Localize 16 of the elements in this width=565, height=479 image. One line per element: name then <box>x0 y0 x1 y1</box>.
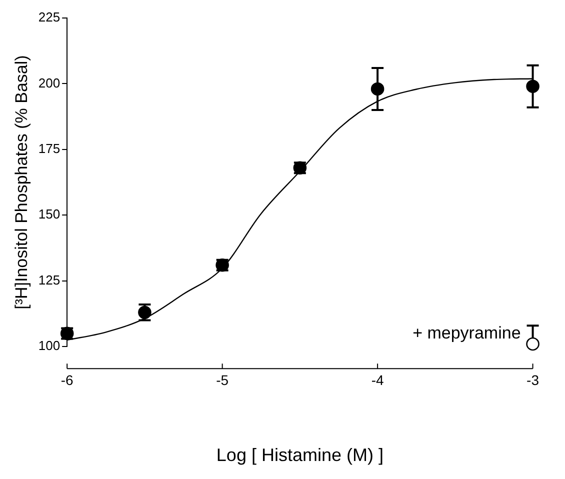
y-tick-label: 200 <box>38 75 60 90</box>
y-tick-label: 225 <box>38 10 60 25</box>
point <box>370 82 384 96</box>
x-tick-label: -3 <box>526 372 540 388</box>
x-tick-label: -5 <box>216 372 229 388</box>
y-axis-title: [³H]Inositol Phosphates (% Basal) <box>12 55 31 310</box>
y-tick-label: 100 <box>38 338 60 354</box>
series-label: + mepyramine <box>412 324 521 343</box>
x-tick-label: -6 <box>60 372 74 388</box>
point <box>526 337 540 351</box>
y-tick-label: 125 <box>38 272 60 288</box>
x-tick-label: -4 <box>371 372 384 388</box>
y-tick-label: 175 <box>38 141 60 156</box>
y-tick-label: 150 <box>38 206 60 222</box>
point <box>526 80 540 93</box>
x-axis-title: Log [ Histamine (M) ] <box>216 445 384 466</box>
